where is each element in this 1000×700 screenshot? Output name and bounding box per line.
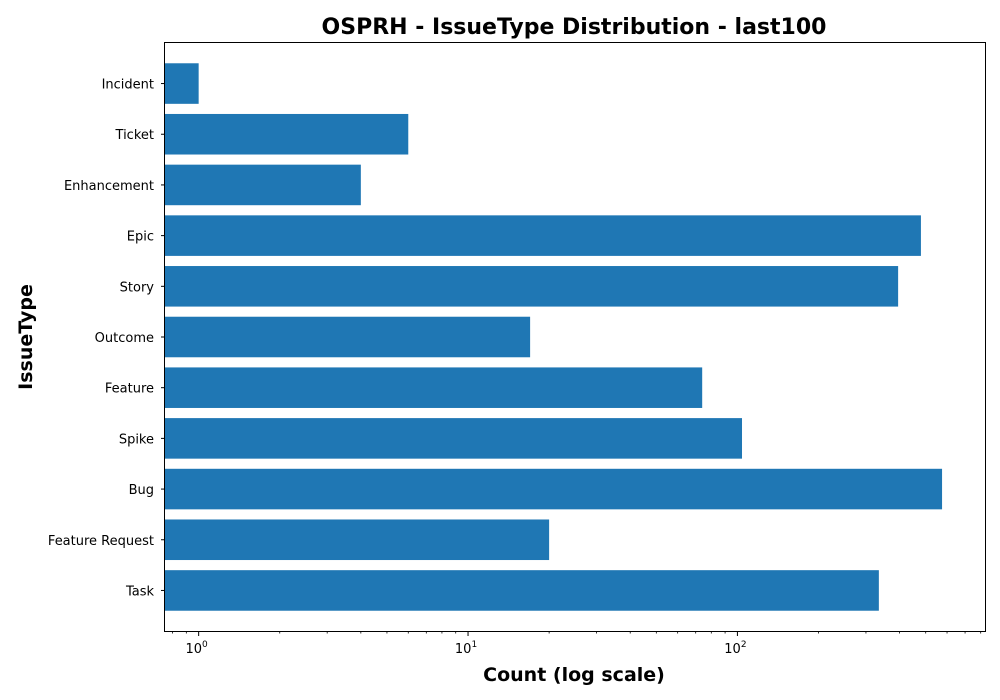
- bar-outcome: [165, 316, 531, 358]
- x-tick-label: 102: [724, 640, 746, 657]
- y-tick-label: Bug: [129, 483, 154, 498]
- y-tick-label: Incident: [102, 78, 154, 93]
- y-tick-label: Task: [125, 584, 155, 599]
- x-tick-label: 101: [455, 640, 477, 657]
- x-tick-label: 100: [186, 640, 209, 657]
- y-tick-label: Enhancement: [64, 179, 154, 194]
- bars: [165, 63, 943, 611]
- y-tick-label: Epic: [127, 230, 154, 245]
- bar-enhancement: [165, 164, 361, 206]
- bar-story: [165, 266, 899, 307]
- plot-frame: [164, 42, 986, 632]
- bar-task: [165, 570, 879, 611]
- bar-feature-request: [165, 519, 550, 561]
- y-tick-label: Feature Request: [48, 534, 154, 549]
- y-tick-label: Story: [120, 280, 155, 295]
- bar-incident: [165, 63, 199, 104]
- y-axis-label: IssueType: [15, 284, 37, 390]
- y-tick-label: Outcome: [95, 331, 154, 346]
- y-tick-label: Ticket: [115, 128, 154, 143]
- x-axis-ticks: 100 101 102: [172, 631, 982, 657]
- x-axis-label: Count (log scale): [483, 664, 665, 686]
- y-tick-label: Spike: [119, 432, 154, 447]
- bar-spike: [165, 418, 743, 459]
- bar-feature: [165, 367, 703, 408]
- y-axis-ticks: Incident Ticket Enhancement Epic Story Outcom…: [48, 78, 165, 599]
- bar-epic: [165, 215, 921, 256]
- chart-title: OSPRH - IssueType Distribution - last100: [322, 15, 827, 40]
- bar-ticket: [165, 113, 409, 155]
- bar-bug: [165, 468, 943, 510]
- y-tick-label: Feature: [105, 382, 154, 397]
